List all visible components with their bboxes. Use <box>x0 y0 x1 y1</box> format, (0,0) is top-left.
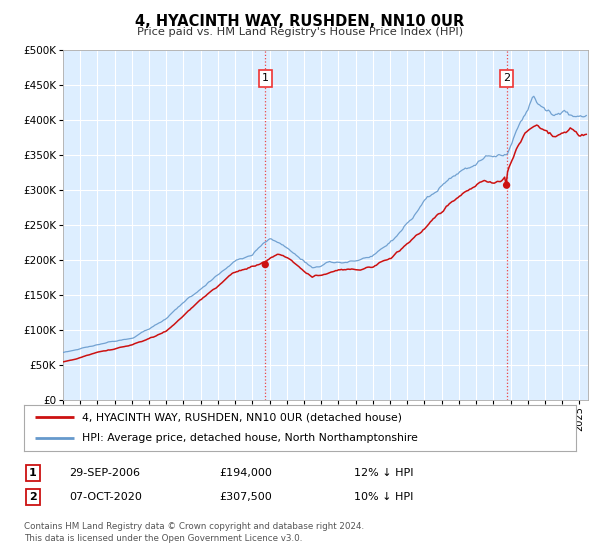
Text: 1: 1 <box>262 73 269 83</box>
Text: 1: 1 <box>29 468 37 478</box>
Point <box>260 260 270 269</box>
Text: £194,000: £194,000 <box>219 468 272 478</box>
Text: 29-SEP-2006: 29-SEP-2006 <box>69 468 140 478</box>
Text: 07-OCT-2020: 07-OCT-2020 <box>69 492 142 502</box>
Text: Contains HM Land Registry data © Crown copyright and database right 2024.
This d: Contains HM Land Registry data © Crown c… <box>24 522 364 543</box>
Text: 2: 2 <box>503 73 510 83</box>
Point <box>502 181 511 190</box>
Text: 12% ↓ HPI: 12% ↓ HPI <box>354 468 413 478</box>
Text: £307,500: £307,500 <box>219 492 272 502</box>
Text: HPI: Average price, detached house, North Northamptonshire: HPI: Average price, detached house, Nort… <box>82 433 418 444</box>
Text: 4, HYACINTH WAY, RUSHDEN, NN10 0UR (detached house): 4, HYACINTH WAY, RUSHDEN, NN10 0UR (deta… <box>82 412 402 422</box>
Text: 2: 2 <box>29 492 37 502</box>
Text: Price paid vs. HM Land Registry's House Price Index (HPI): Price paid vs. HM Land Registry's House … <box>137 27 463 37</box>
Text: 4, HYACINTH WAY, RUSHDEN, NN10 0UR: 4, HYACINTH WAY, RUSHDEN, NN10 0UR <box>136 14 464 29</box>
Text: 10% ↓ HPI: 10% ↓ HPI <box>354 492 413 502</box>
